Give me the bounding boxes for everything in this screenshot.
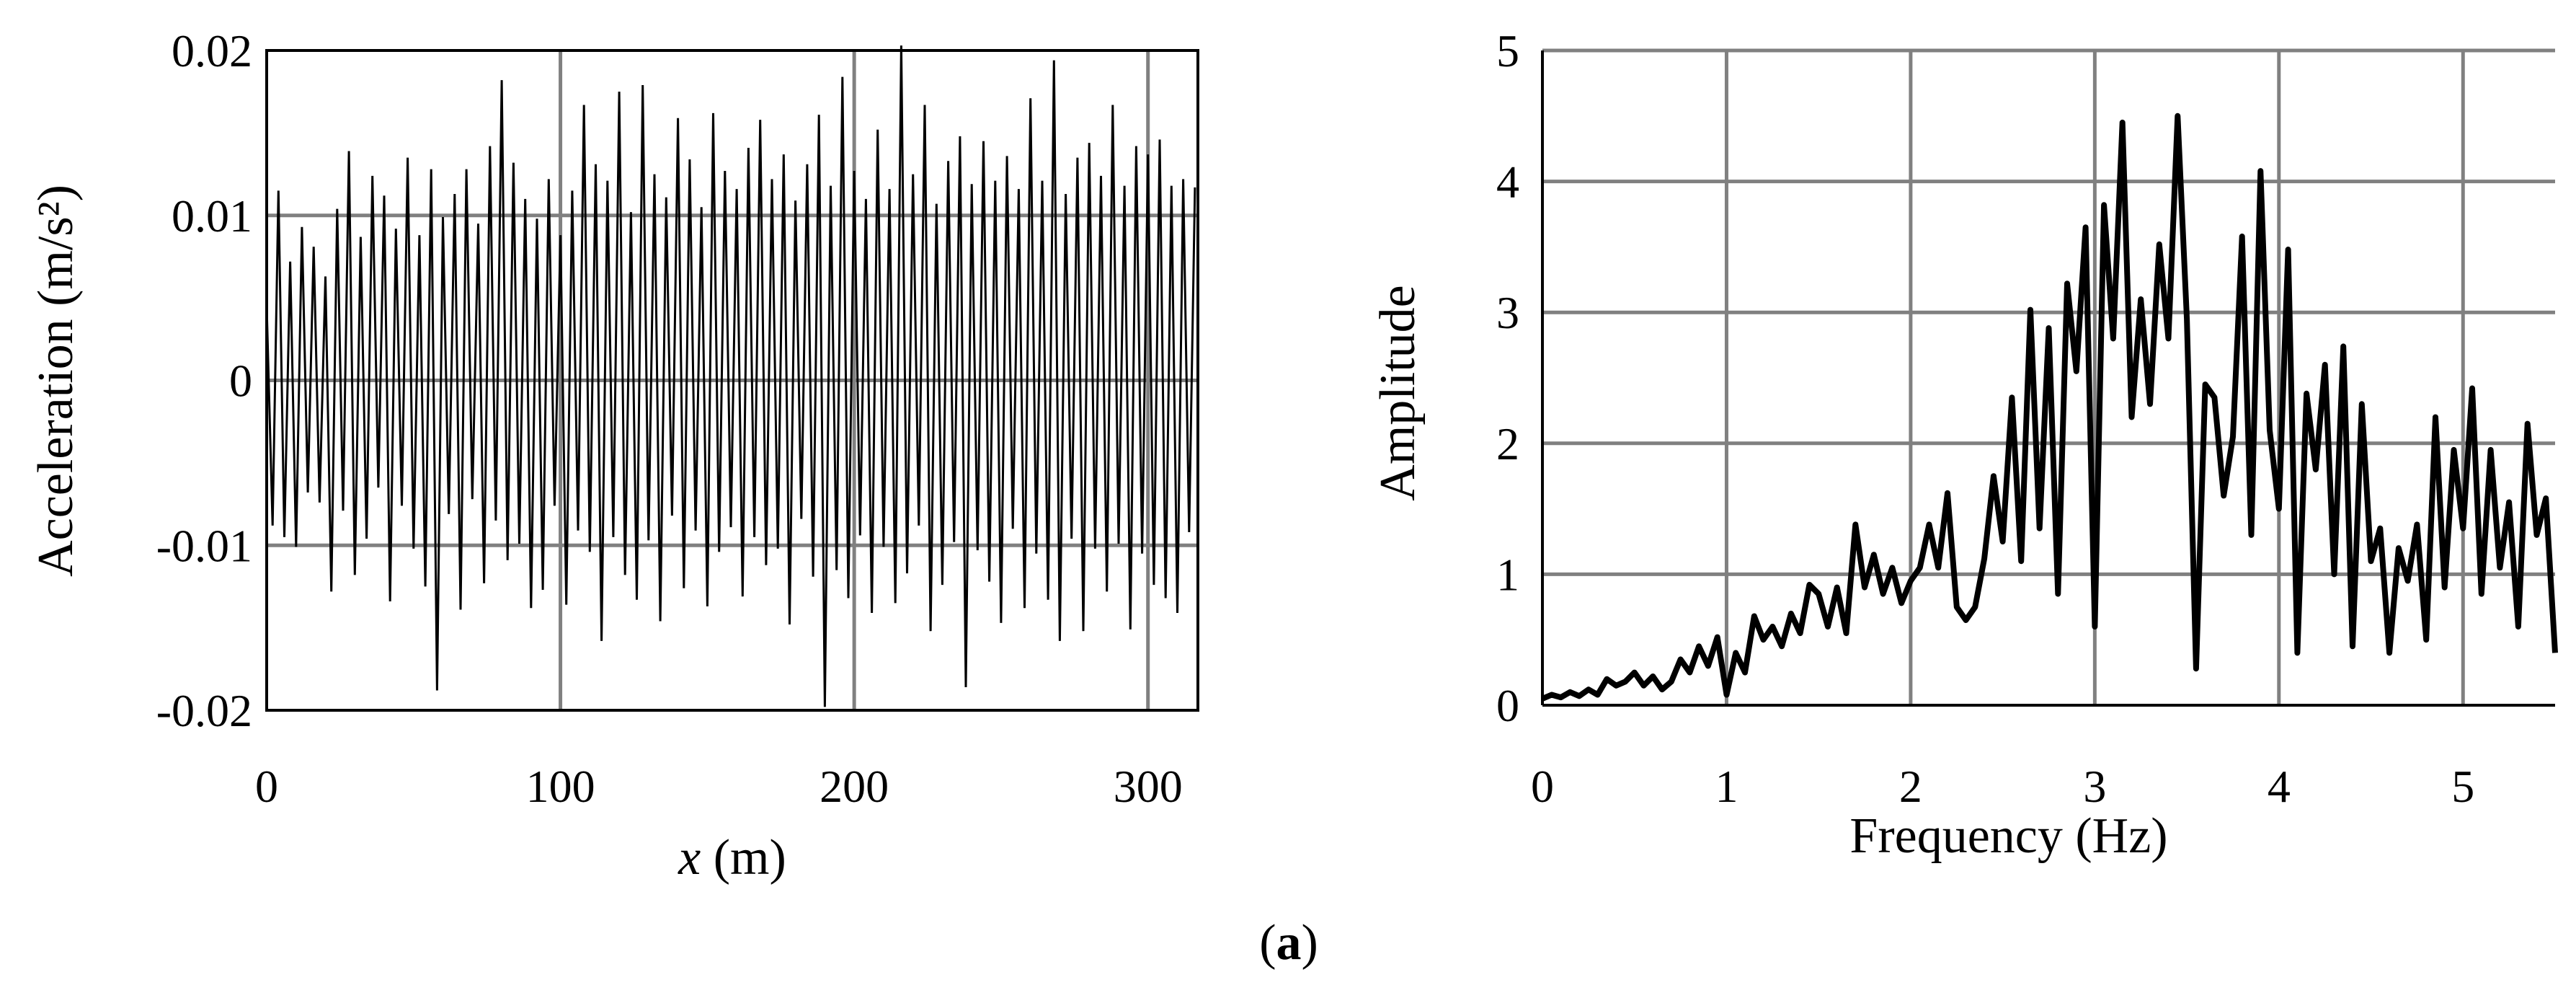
spectrum-grid (1542, 48, 2555, 705)
y-tick-label: 1 (1496, 549, 1519, 600)
x-tick-label: 2 (1899, 761, 1922, 812)
spectrum-series-line (1541, 112, 2558, 702)
x-tick-label: 5 (2451, 761, 2474, 812)
acceleration-series-line (265, 45, 1196, 707)
x-tick-label: 300 (1114, 761, 1183, 812)
acceleration-y-axis-label: Acceleration (m/s²) (28, 185, 84, 577)
y-tick-label: 2 (1496, 418, 1519, 469)
acceleration-x-axis-variable: x (678, 830, 701, 885)
y-tick-label: 4 (1496, 156, 1519, 208)
x-tick-label: 3 (2083, 761, 2106, 812)
spectrum-y-axis-label: Amplitude (1370, 285, 1426, 500)
spectrum-chart: 0 1 2 3 4 5 0 1 2 3 4 5 Amplitude Frequency (Hz) (1370, 25, 2558, 864)
y-tick-label: 5 (1496, 25, 1519, 76)
x-tick-label: 0 (1531, 761, 1554, 812)
x-tick-label: 4 (2268, 761, 2291, 812)
figure-caption: (a) (1259, 915, 1318, 971)
caption-letter: a (1276, 915, 1302, 971)
acceleration-chart: 0.02 0.01 0 -0.01 -0.02 0 100 200 300 Accelerat… (28, 25, 1199, 885)
acceleration-x-ticks: 0 100 200 300 (255, 761, 1183, 812)
y-tick-label: 0.01 (172, 190, 252, 242)
acceleration-x-axis-unit: (m) (701, 830, 786, 885)
y-tick-label: 0 (1496, 680, 1519, 731)
spectrum-x-axis-label: Frequency (Hz) (1849, 808, 2167, 864)
caption-close: ) (1302, 915, 1318, 971)
x-tick-label: 100 (526, 761, 595, 812)
acceleration-plot-frame (265, 49, 1199, 712)
x-tick-label: 200 (820, 761, 889, 812)
x-tick-label: 0 (255, 761, 278, 812)
y-tick-label: -0.01 (156, 520, 252, 571)
caption-open: ( (1259, 915, 1276, 971)
acceleration-x-axis-label: x (m) (678, 830, 786, 885)
y-tick-label: 0 (229, 355, 252, 407)
x-tick-label: 1 (1715, 761, 1738, 812)
acceleration-y-ticks: 0.02 0.01 0 -0.01 -0.02 (156, 25, 252, 736)
spectrum-y-ticks: 0 1 2 3 4 5 (1496, 25, 1519, 731)
y-tick-label: -0.02 (156, 685, 252, 736)
y-tick-label: 3 (1496, 287, 1519, 338)
y-tick-label: 0.02 (172, 25, 252, 76)
spectrum-x-ticks: 0 1 2 3 4 5 (1531, 761, 2474, 812)
